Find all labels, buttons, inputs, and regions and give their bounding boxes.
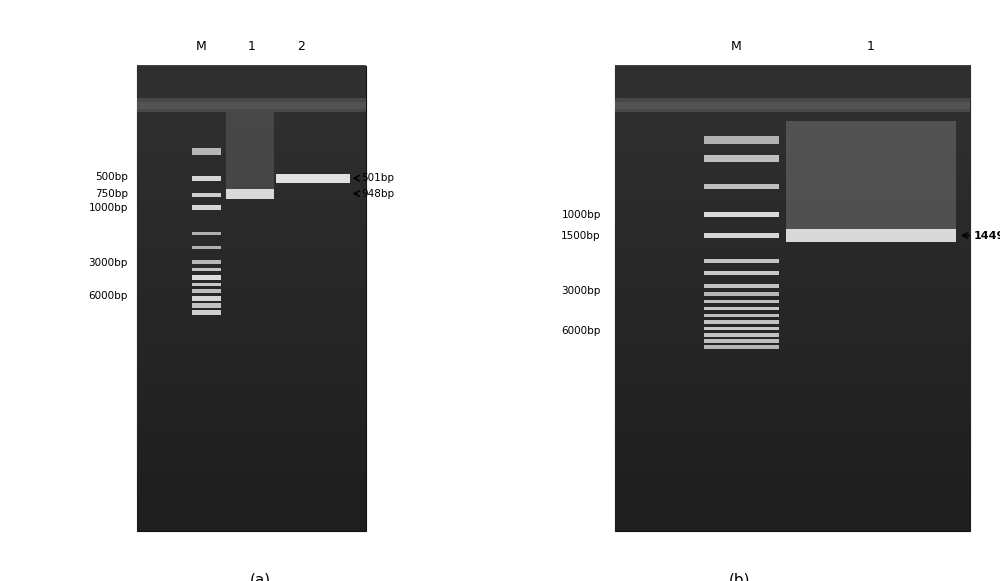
Text: 3000bp: 3000bp <box>561 286 601 296</box>
Bar <box>137 102 366 109</box>
Text: 6000bp: 6000bp <box>89 291 128 301</box>
Bar <box>192 289 221 293</box>
Text: 948bp: 948bp <box>362 189 395 199</box>
Bar <box>137 66 366 531</box>
Bar <box>786 228 956 242</box>
Bar <box>137 98 366 112</box>
Bar <box>192 260 221 264</box>
Bar <box>704 184 779 189</box>
Bar <box>704 259 779 263</box>
Text: (a): (a) <box>249 573 271 581</box>
Text: 501bp: 501bp <box>362 173 395 183</box>
Bar <box>226 112 274 188</box>
Bar <box>226 188 274 199</box>
Bar <box>704 292 779 296</box>
Bar <box>615 102 970 109</box>
Bar <box>192 296 221 301</box>
Bar <box>192 176 221 181</box>
Bar <box>192 148 221 155</box>
Text: (b): (b) <box>729 573 751 581</box>
Bar <box>704 345 779 349</box>
Text: M: M <box>195 40 206 52</box>
Bar <box>704 339 779 343</box>
Text: 2: 2 <box>298 40 305 52</box>
Bar <box>704 212 779 217</box>
Bar <box>192 268 221 271</box>
Text: M: M <box>731 40 741 52</box>
Bar <box>192 205 221 210</box>
Bar <box>704 271 779 275</box>
Text: 1: 1 <box>247 40 255 52</box>
Bar <box>192 275 221 279</box>
Text: 1000bp: 1000bp <box>561 210 601 220</box>
Text: 6000bp: 6000bp <box>561 326 601 336</box>
Bar <box>276 174 350 183</box>
Bar <box>192 246 221 249</box>
Bar <box>615 98 970 112</box>
Bar <box>192 232 221 235</box>
Bar <box>704 233 779 238</box>
Bar <box>704 300 779 303</box>
Bar <box>615 66 970 531</box>
Bar <box>704 284 779 288</box>
Bar <box>786 121 956 228</box>
Text: 1500bp: 1500bp <box>561 231 601 241</box>
Text: 1449bp: 1449bp <box>974 231 1000 241</box>
Text: 500bp: 500bp <box>95 173 128 182</box>
Bar <box>704 314 779 317</box>
Bar <box>704 327 779 331</box>
Bar <box>704 155 779 162</box>
Bar <box>704 307 779 310</box>
Text: 1000bp: 1000bp <box>89 203 128 213</box>
Bar <box>192 303 221 308</box>
Bar <box>192 193 221 197</box>
Bar <box>704 333 779 336</box>
Bar <box>704 320 779 324</box>
Bar <box>192 282 221 286</box>
Text: 1: 1 <box>867 40 875 52</box>
Text: 750bp: 750bp <box>95 189 128 199</box>
Bar <box>704 136 779 144</box>
Bar <box>192 310 221 315</box>
Text: 3000bp: 3000bp <box>89 259 128 268</box>
